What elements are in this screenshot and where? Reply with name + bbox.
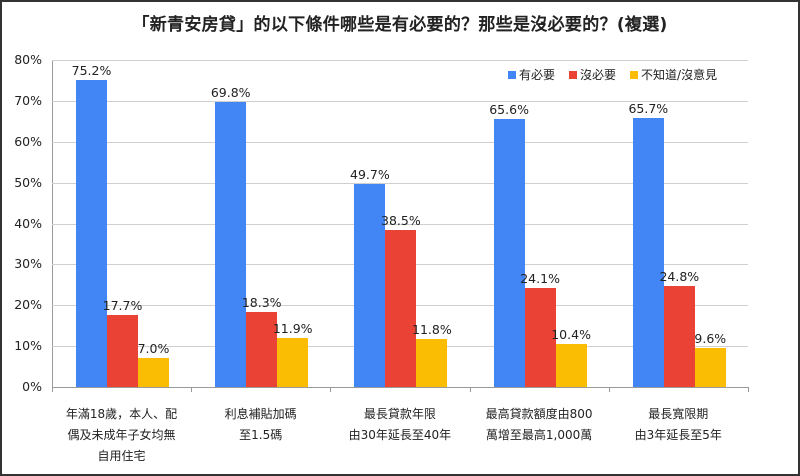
y-tick-label: 60%: [14, 133, 42, 149]
y-tick-label: 20%: [14, 297, 42, 313]
x-tick: [191, 387, 193, 392]
gridline: [52, 100, 748, 102]
legend-label: 不知道/沒意見: [641, 68, 718, 82]
category-line: 最高貸款額度由800: [485, 407, 593, 421]
data-label: 69.8%: [210, 84, 251, 100]
data-label: 75.2%: [71, 62, 112, 78]
category-line: 至1.5碼: [239, 428, 283, 442]
category-line: 由30年延長至40年: [348, 428, 452, 442]
data-label: 10.4%: [551, 327, 591, 343]
data-label: 65.7%: [628, 101, 669, 117]
category-line: 年滿18歲，本人、配: [65, 407, 178, 421]
x-tick: [469, 387, 471, 392]
category-label: 利息補貼加碼 至1.5碼: [191, 404, 330, 446]
bar-不知道/沒意見: [416, 338, 448, 387]
x-axis: [52, 387, 748, 388]
bar-有必要: [354, 183, 386, 387]
y-tick-label: 0%: [22, 379, 42, 394]
data-label: 11.9%: [272, 321, 313, 337]
data-label: 24.8%: [659, 268, 700, 284]
data-label: 17.7%: [102, 297, 143, 313]
bar-有必要: [632, 118, 664, 387]
y-tick-label: 80%: [14, 52, 42, 67]
legend-swatch: [630, 70, 639, 79]
gridline: [52, 60, 748, 61]
gridline: [52, 141, 748, 143]
data-label: 18.3%: [241, 295, 282, 311]
data-label: 9.6%: [694, 330, 727, 346]
gridline: [52, 223, 748, 225]
bar-不知道/沒意見: [138, 358, 169, 387]
legend-item: 有必要: [508, 66, 555, 83]
bar-不知道/沒意見: [555, 344, 587, 387]
category-line: 偶及未成年子女均無: [67, 428, 176, 442]
legend-swatch: [508, 70, 516, 79]
x-tick: [330, 387, 332, 392]
category-line: 由3年延長至5年: [634, 428, 722, 442]
legend: 有必要 沒必要 不知道/沒意見: [508, 66, 717, 83]
y-tick-label: 70%: [14, 92, 42, 108]
category-line: 萬增至最高1,000萬: [485, 428, 593, 442]
bar-沒必要: [107, 314, 138, 387]
bar-沒必要: [246, 312, 278, 387]
y-tick-label: 50%: [14, 174, 42, 190]
bar-不知道/沒意見: [277, 338, 309, 387]
bar-沒必要: [663, 285, 695, 387]
category-label: 最長寬限期由3年延長至5年: [609, 404, 748, 446]
bar-沒必要: [385, 229, 417, 387]
legend-item: 沒必要: [569, 66, 616, 83]
y-tick-label: 10%: [14, 338, 42, 354]
y-tick-label: 30%: [14, 256, 42, 272]
x-tick: [52, 387, 53, 392]
category-line: 最長貸款年限: [363, 407, 436, 421]
legend-item: 不知道/沒意見: [630, 66, 717, 83]
data-label: 65.6%: [489, 101, 529, 117]
plot-area: 75.2% 69.8% 49.7% 65.6% 65.7% 17.7% 18.3% 38.5%…: [52, 60, 749, 392]
category-label: 最高貸款額度由800 萬增至最高1,000萬: [470, 404, 609, 446]
category-line: 利息補貼加碼: [224, 407, 297, 421]
legend-swatch: [569, 70, 578, 79]
category-line: 自用住宅: [97, 449, 146, 463]
data-label: 7.0%: [137, 341, 170, 357]
category-label: 年滿18歲，本人、配 偶及未成年子女均無 自用住宅: [52, 404, 191, 467]
data-label: 49.7%: [350, 166, 390, 182]
bar-沒必要: [524, 288, 556, 387]
category-line: 最長寬限期: [648, 407, 709, 421]
bar-不知道/沒意見: [694, 347, 726, 387]
data-label: 11.8%: [412, 321, 452, 337]
bar-有必要: [76, 79, 107, 387]
gridline: [52, 182, 748, 184]
chart-title: 「新青安房貸」的以下條件哪些是有必要的？那些是沒必要的？(複選): [132, 15, 668, 35]
data-label: 24.1%: [520, 271, 560, 287]
x-tick: [608, 387, 610, 392]
legend-label: 沒必要: [580, 68, 617, 82]
bar-有必要: [493, 118, 525, 387]
bar-有必要: [215, 101, 247, 387]
data-label: 38.5%: [381, 212, 421, 228]
legend-label: 有必要: [519, 68, 556, 82]
x-tick: [748, 387, 749, 392]
category-label: 最長貸款年限由30年延長至40年: [330, 404, 469, 446]
y-tick-label: 40%: [14, 215, 42, 231]
